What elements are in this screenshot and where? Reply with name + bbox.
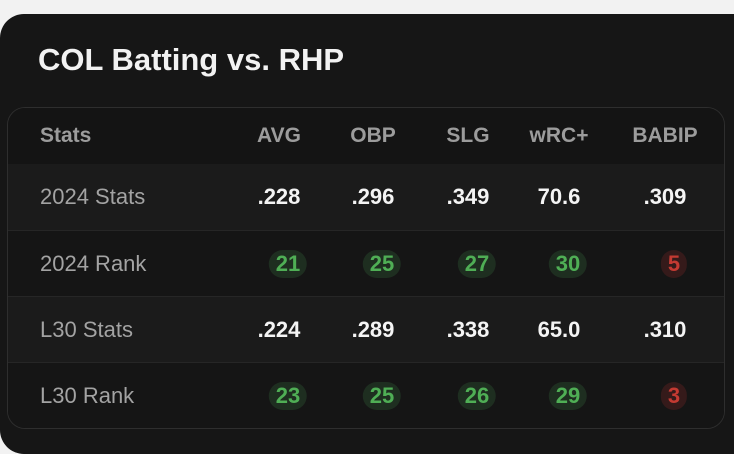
- stat-value: .289: [351, 317, 395, 342]
- stat-value: .310: [643, 317, 687, 342]
- rank-badge: 27: [457, 250, 497, 278]
- rank-badge: 3: [660, 382, 688, 410]
- card-title: COL Batting vs. RHP: [38, 42, 345, 77]
- stat-value: .296: [351, 184, 395, 209]
- table-row: 2024 Stats .228 .296 .349 70.6 .309: [8, 164, 724, 230]
- row-label: 2024 Stats: [40, 184, 146, 209]
- page: COL Batting vs. RHP Stats AVG OBP SLG wRC+ BA…: [0, 14, 734, 454]
- column-header: SLG: [446, 124, 490, 147]
- table-row: 2024 Rank 21 25 27 30 5: [8, 230, 724, 297]
- rank-badge: 29: [548, 382, 588, 410]
- stat-value: .228: [257, 184, 301, 209]
- rank-badge: 30: [548, 250, 588, 278]
- stat-value: 70.6: [537, 184, 581, 209]
- rank-badge: 21: [268, 250, 308, 278]
- column-header: BABIP: [632, 124, 698, 147]
- stat-value: .224: [257, 317, 301, 342]
- column-header: AVG: [257, 124, 301, 147]
- card: COL Batting vs. RHP Stats AVG OBP SLG wRC+ BA…: [0, 14, 734, 454]
- stat-value: 65.0: [537, 317, 581, 342]
- row-label: 2024 Rank: [40, 251, 147, 276]
- header-row: Stats AVG OBP SLG wRC+ BABIP: [8, 108, 724, 164]
- row-label: L30 Stats: [40, 317, 133, 342]
- rank-badge: 25: [362, 382, 402, 410]
- table-row: L30 Rank 23 25 26 29 3: [8, 362, 724, 428]
- stat-value: .309: [643, 184, 687, 209]
- rank-badge: 25: [362, 250, 402, 278]
- rank-badge: 5: [660, 250, 688, 278]
- row-label: L30 Rank: [40, 383, 135, 408]
- rank-badge: 26: [457, 382, 497, 410]
- table-row: L30 Stats .224 .289 .338 65.0 .310: [8, 296, 724, 363]
- stat-value: .349: [446, 184, 490, 209]
- rank-badge: 23: [268, 382, 308, 410]
- stats-table: Stats AVG OBP SLG wRC+ BABIP 2024 Stats .228 .29…: [7, 107, 725, 429]
- column-header: Stats: [40, 124, 92, 147]
- column-header: wRC+: [529, 124, 589, 147]
- stat-value: .338: [446, 317, 490, 342]
- column-header: OBP: [350, 124, 396, 147]
